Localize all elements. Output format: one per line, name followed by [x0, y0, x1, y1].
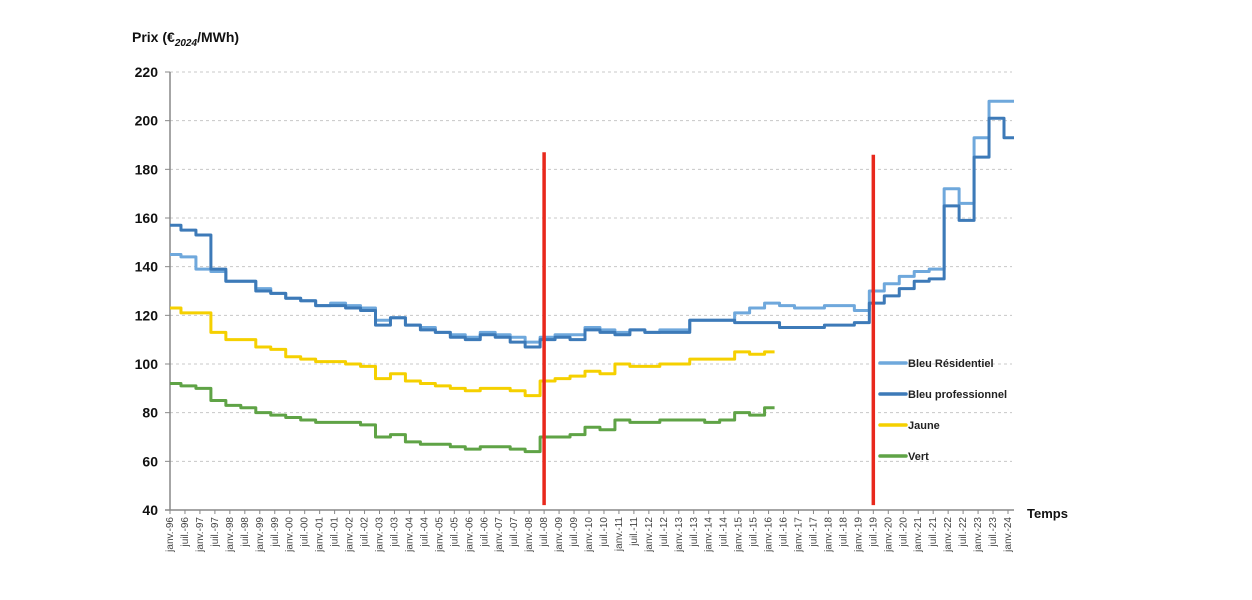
x-tick-label: juil.-05 [449, 517, 460, 548]
x-tick-label: janv.-05 [434, 517, 445, 553]
x-tick-label: janv.-17 [794, 517, 805, 553]
x-tick-label: juil.-17 [808, 517, 819, 548]
gridlines [170, 71, 1012, 462]
y-tick-label: 120 [135, 307, 159, 323]
x-tick-label: janv.-00 [285, 517, 296, 553]
x-tick-label: janv.-13 [674, 517, 685, 553]
x-tick-label: janv.-23 [973, 517, 984, 553]
x-tick-label: juil.-23 [988, 517, 999, 548]
x-tick-label: juil.-01 [330, 517, 341, 548]
y-axis-title-main: Prix (€ [132, 29, 175, 45]
legend-label: Bleu professionnel [908, 389, 1007, 401]
x-tick-label: janv.-15 [734, 517, 745, 553]
y-tick-label: 220 [135, 64, 159, 80]
y-tick-label: 60 [142, 453, 158, 469]
x-tick-label: janv.-03 [375, 517, 386, 553]
x-tick-label: juil.-00 [300, 517, 311, 548]
series-lines [170, 99, 1014, 454]
x-tick-label: janv.-96 [165, 517, 176, 553]
x-tick-label: juil.-09 [569, 517, 580, 548]
y-tick-label: 180 [135, 161, 159, 177]
x-tick-label: juil.-21 [928, 517, 939, 548]
x-tick-label: juil.-02 [360, 517, 371, 548]
legend-label: Vert [908, 451, 929, 463]
series-line-1 [170, 116, 1014, 349]
x-tick-label: juil.-06 [479, 517, 490, 548]
x-tick-label: janv.-24 [1003, 517, 1014, 553]
y-axis-title-end: /MWh) [197, 29, 239, 45]
legend-label: Jaune [908, 420, 940, 432]
x-tick-labels: janv.-96 juil.-96 janv.-97 juil.-97 janv.-98… [165, 517, 1014, 553]
x-tick-label: janv.-10 [584, 517, 595, 553]
x-tick-label: janv.-12 [644, 517, 655, 553]
x-tick-label: juil.-20 [898, 517, 909, 548]
legend: Bleu Résidentiel Bleu professionnel Jaune V… [878, 358, 1007, 463]
y-tick-label: 100 [135, 356, 159, 372]
x-tick-label: juil.-99 [270, 517, 281, 548]
x-tick-label: janv.-08 [524, 517, 535, 553]
x-tick-label: juil.-04 [419, 517, 430, 548]
x-tick-label: janv.-99 [255, 517, 266, 553]
x-tick-label: janv.-01 [315, 517, 326, 553]
annotations [542, 152, 876, 506]
x-tick-label: juil.-19 [868, 517, 879, 548]
x-tick-label: juil.-98 [240, 517, 251, 548]
x-tick-label: juil.-11 [629, 517, 640, 547]
x-tick-label: janv.-98 [225, 517, 236, 553]
x-tick-label: janv.-11 [614, 517, 625, 553]
x-tick-label: janv.-07 [494, 517, 505, 553]
series-line-2 [170, 306, 775, 398]
x-tick-label: juil.-14 [719, 517, 730, 548]
y-tick-label: 80 [142, 405, 158, 421]
x-tick-label: juil.-96 [180, 517, 191, 548]
x-tick-label: janv.-19 [853, 517, 864, 553]
x-tick-label: janv.-20 [883, 517, 894, 553]
x-tick-label: janv.-09 [554, 517, 565, 553]
x-tick-label: juil.-97 [210, 517, 221, 548]
x-tick-label: janv.-22 [943, 517, 954, 553]
x-tick-label: janv.-14 [704, 517, 715, 553]
y-tick-label: 160 [135, 210, 159, 226]
x-tick-label: juil.-22 [958, 517, 969, 548]
x-tick-label: juil.-16 [779, 517, 790, 548]
x-tick-label: janv.-02 [345, 517, 356, 553]
x-tick-label: janv.-21 [913, 517, 924, 553]
x-tick-label: janv.-16 [764, 517, 775, 553]
x-tick-label: juil.-10 [599, 517, 610, 548]
x-tick-label: juil.-07 [509, 517, 520, 548]
x-tick-label: juil.-08 [539, 517, 550, 548]
x-tick-label: janv.-18 [823, 517, 834, 553]
legend-label: Bleu Résidentiel [908, 358, 994, 370]
series-line-0 [170, 99, 1014, 344]
y-tick-label: 140 [135, 259, 159, 275]
x-tick-label: juil.-12 [659, 517, 670, 548]
y-tick-labels: 40 60 80 100 120 140 160 180 200 220 [135, 64, 159, 518]
y-tick-label: 200 [135, 113, 159, 129]
x-axis-title: Temps [1027, 506, 1068, 521]
x-tick-label: juil.-03 [389, 517, 400, 548]
x-tick-label: juil.-13 [689, 517, 700, 548]
x-tick-label: janv.-97 [195, 517, 206, 553]
y-tick-label: 40 [142, 502, 158, 518]
series-line-3 [170, 381, 775, 454]
x-tick-label: juil.-15 [749, 517, 760, 548]
y-axis-title: Prix (€2024/MWh) [132, 29, 239, 49]
y-axis-title-sub: 2024 [174, 38, 198, 49]
axes [165, 71, 1014, 514]
x-tick-label: janv.-04 [404, 517, 415, 553]
x-tick-label: juil.-18 [838, 517, 849, 548]
x-tick-label: janv.-06 [464, 517, 475, 553]
